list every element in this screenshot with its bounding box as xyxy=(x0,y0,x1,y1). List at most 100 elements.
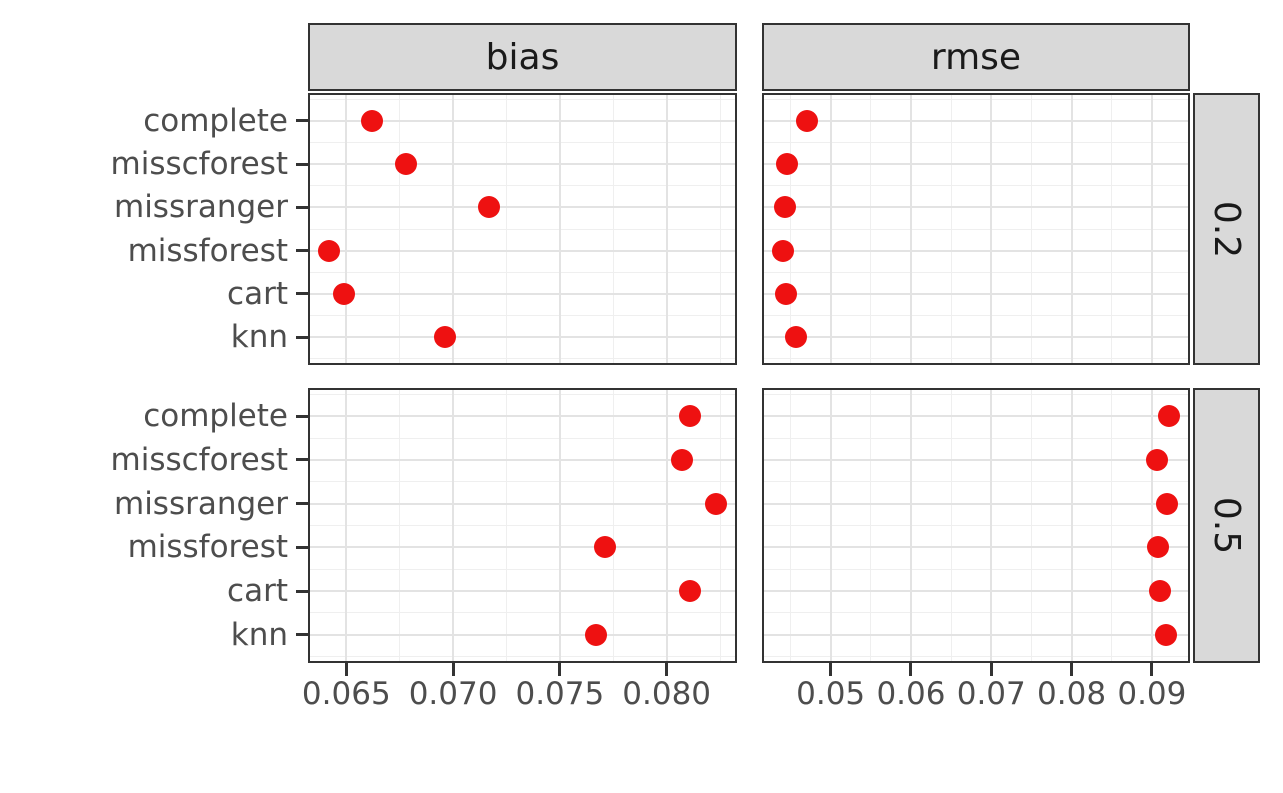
x-tick xyxy=(909,663,913,676)
data-point-misscforest xyxy=(395,153,418,176)
gridline xyxy=(764,633,1188,636)
x-tick xyxy=(1070,663,1074,676)
data-point-missforest xyxy=(318,239,341,262)
gridline xyxy=(310,546,735,549)
data-point-missforest xyxy=(593,536,616,559)
data-point-cart xyxy=(1148,580,1171,603)
gridline xyxy=(764,314,1188,316)
data-point-missranger xyxy=(773,196,796,219)
x-tick-label: 0.080 xyxy=(622,676,712,712)
gridline xyxy=(764,206,1188,209)
gridline xyxy=(764,525,1188,526)
gridline xyxy=(310,415,735,418)
x-tick-label: 0.07 xyxy=(956,676,1026,712)
gridline xyxy=(764,568,1188,570)
gridline xyxy=(345,95,348,363)
y-tick xyxy=(296,589,308,593)
gridline xyxy=(310,98,735,100)
panel-bias-0.2 xyxy=(308,93,737,365)
gridline xyxy=(764,546,1188,549)
x-tick-label: 0.065 xyxy=(301,676,391,712)
x-tick-label: 0.06 xyxy=(876,676,946,712)
data-point-cart xyxy=(333,282,356,305)
y-tick xyxy=(296,458,308,462)
gridline xyxy=(764,163,1188,166)
x-tick xyxy=(344,663,348,676)
data-point-misscforest xyxy=(1146,448,1169,471)
facet-strip-bias: bias xyxy=(308,23,737,91)
x-tick-label: 0.09 xyxy=(1117,676,1187,712)
y-tick xyxy=(296,335,308,339)
gridline xyxy=(764,142,1188,144)
facet-strip-0.2: 0.2 xyxy=(1193,93,1260,365)
gridline xyxy=(310,481,735,483)
gridline xyxy=(1150,95,1153,363)
gridline xyxy=(310,612,735,614)
gridline xyxy=(345,390,348,661)
data-point-missforest xyxy=(772,239,795,262)
gridline xyxy=(310,336,735,339)
data-point-knn xyxy=(585,623,608,646)
gridline xyxy=(310,163,735,166)
panel-rmse-0.2 xyxy=(762,93,1190,365)
y-tick-label-missranger: missranger xyxy=(114,189,288,226)
data-point-misscforest xyxy=(776,153,799,176)
gridline xyxy=(764,185,1188,187)
y-tick xyxy=(296,292,308,296)
x-tick xyxy=(451,663,455,676)
facet-strip-rmse-label: rmse xyxy=(930,36,1022,78)
y-tick-label-misscforest: misscforest xyxy=(110,146,288,183)
y-tick-label-cart: cart xyxy=(227,275,288,312)
panel-rmse-0.5 xyxy=(762,388,1190,663)
y-tick-label-cart: cart xyxy=(227,573,288,610)
gridline xyxy=(310,437,735,439)
gridline xyxy=(1070,390,1073,661)
gridline xyxy=(452,95,455,363)
gridline xyxy=(310,358,735,360)
x-tick-label: 0.075 xyxy=(515,676,605,712)
facet-strip-0.5: 0.5 xyxy=(1193,388,1260,663)
gridline xyxy=(1070,95,1073,363)
y-tick xyxy=(296,162,308,166)
gridline xyxy=(909,95,912,363)
gridline xyxy=(1150,390,1153,661)
facet-strip-rmse: rmse xyxy=(762,23,1190,91)
x-tick-label: 0.070 xyxy=(408,676,498,712)
data-point-knn xyxy=(433,326,456,349)
gridline xyxy=(764,415,1188,418)
data-point-missforest xyxy=(1147,536,1170,559)
gridline xyxy=(829,390,832,661)
data-point-complete xyxy=(679,405,702,428)
gridline xyxy=(310,525,735,526)
gridline xyxy=(310,271,735,273)
gridline xyxy=(310,292,735,295)
gridline xyxy=(764,590,1188,593)
gridline xyxy=(764,271,1188,273)
gridline xyxy=(310,206,735,209)
facet-strip-0.2-label: 0.2 xyxy=(1205,200,1247,258)
gridline xyxy=(764,502,1188,505)
y-tick-label-knn: knn xyxy=(230,319,288,356)
x-tick xyxy=(665,663,669,676)
data-point-complete xyxy=(360,109,383,132)
gridline xyxy=(764,292,1188,295)
y-tick xyxy=(296,119,308,123)
gridline xyxy=(764,393,1188,395)
y-tick xyxy=(296,414,308,418)
gridline xyxy=(764,98,1188,100)
y-tick xyxy=(296,205,308,209)
y-tick-label-missranger: missranger xyxy=(114,485,288,522)
y-tick xyxy=(296,633,308,637)
gridline xyxy=(764,458,1188,461)
x-tick xyxy=(1150,663,1154,676)
data-point-cart xyxy=(775,282,798,305)
gridline xyxy=(310,568,735,570)
gridline xyxy=(764,336,1188,339)
y-tick-label-knn: knn xyxy=(230,616,288,653)
data-point-missranger xyxy=(478,196,501,219)
x-tick-label: 0.05 xyxy=(796,676,866,712)
gridline xyxy=(665,95,668,363)
gridline xyxy=(310,502,735,505)
y-tick xyxy=(296,545,308,549)
